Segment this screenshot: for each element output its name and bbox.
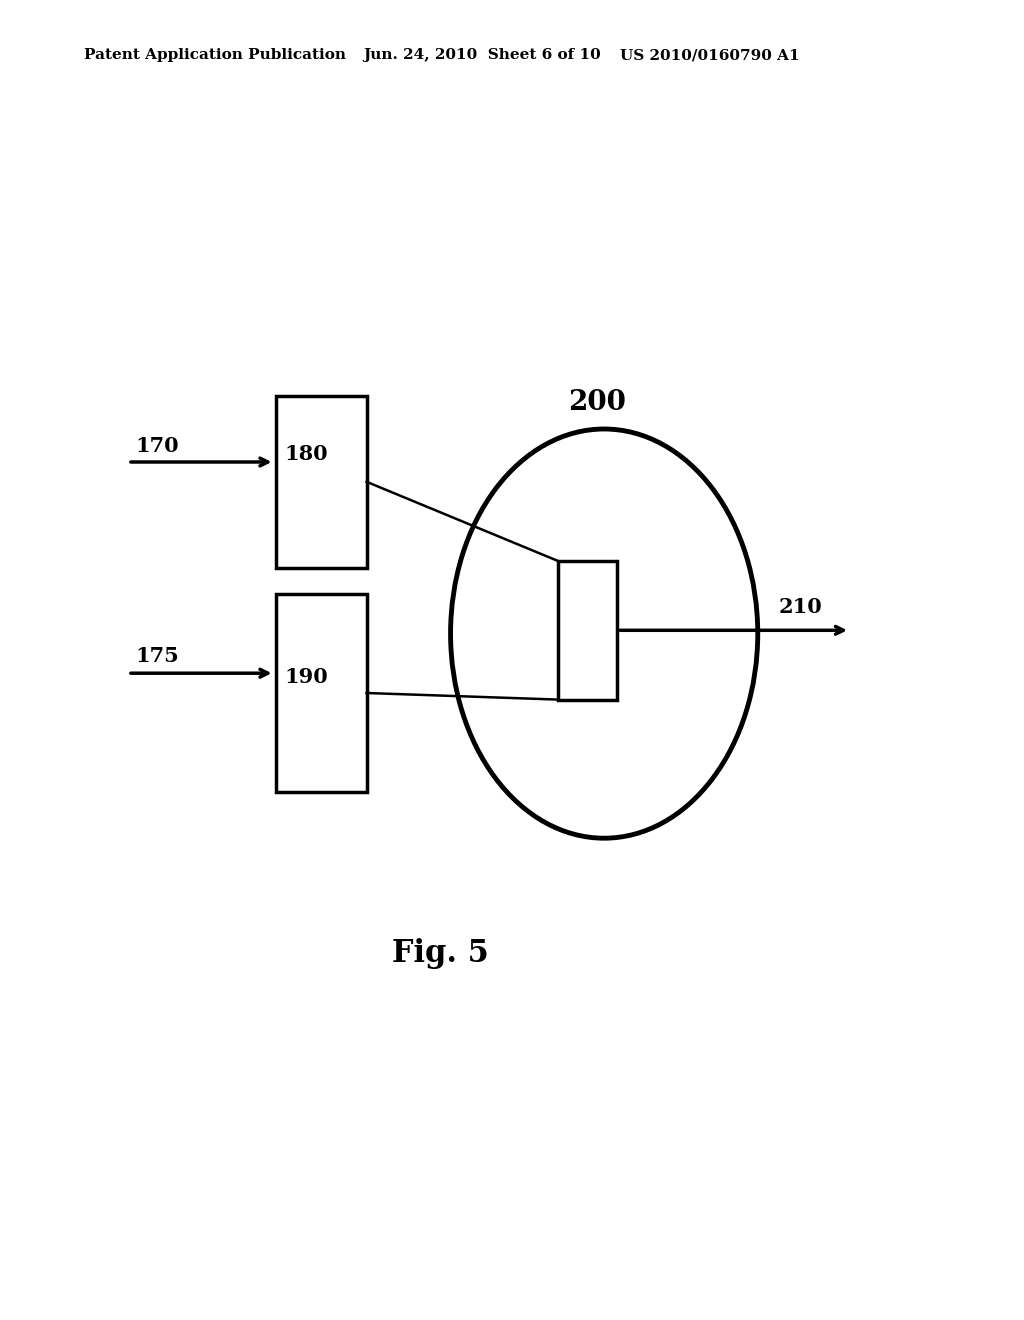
Text: Fig. 5: Fig. 5 bbox=[392, 937, 488, 969]
Bar bbox=[276, 594, 367, 792]
Text: 175: 175 bbox=[135, 645, 179, 667]
Text: 210: 210 bbox=[778, 597, 822, 618]
Text: Jun. 24, 2010  Sheet 6 of 10: Jun. 24, 2010 Sheet 6 of 10 bbox=[364, 49, 601, 62]
Text: US 2010/0160790 A1: US 2010/0160790 A1 bbox=[620, 49, 799, 62]
Text: 190: 190 bbox=[285, 667, 329, 688]
Text: 180: 180 bbox=[285, 444, 329, 465]
Ellipse shape bbox=[451, 429, 758, 838]
Text: 200: 200 bbox=[568, 389, 626, 416]
Text: Patent Application Publication: Patent Application Publication bbox=[84, 49, 346, 62]
Text: 170: 170 bbox=[135, 436, 179, 457]
Bar bbox=[558, 561, 617, 700]
Bar bbox=[276, 396, 367, 568]
